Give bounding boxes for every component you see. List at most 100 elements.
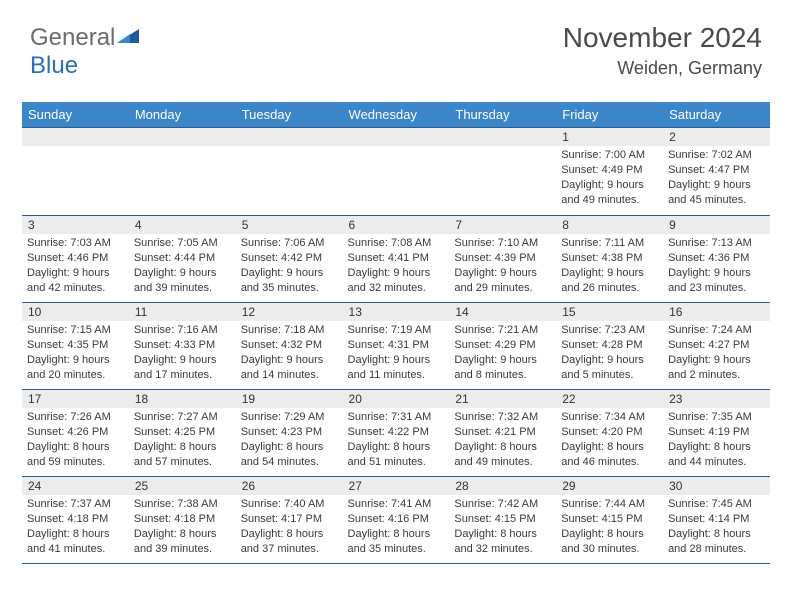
sunset-text: Sunset: 4:20 PM [561,425,658,440]
day-number: 8 [556,216,663,234]
sunset-text: Sunset: 4:29 PM [454,338,551,353]
daylight-text: Daylight: 9 hours and 11 minutes. [348,353,445,383]
calendar-row: 24Sunrise: 7:37 AMSunset: 4:18 PMDayligh… [22,477,770,564]
daylight-text: Daylight: 8 hours and 51 minutes. [348,440,445,470]
day-info: Sunrise: 7:11 AMSunset: 4:38 PMDaylight:… [556,234,663,298]
sunset-text: Sunset: 4:38 PM [561,251,658,266]
day-number: 7 [449,216,556,234]
day-number: 14 [449,303,556,321]
day-info: Sunrise: 7:23 AMSunset: 4:28 PMDaylight:… [556,321,663,385]
day-number: 22 [556,390,663,408]
daylight-text: Daylight: 9 hours and 39 minutes. [134,266,231,296]
sunset-text: Sunset: 4:44 PM [134,251,231,266]
daylight-text: Daylight: 9 hours and 45 minutes. [668,178,765,208]
sunset-text: Sunset: 4:18 PM [27,512,124,527]
day-info: Sunrise: 7:32 AMSunset: 4:21 PMDaylight:… [449,408,556,472]
sunrise-text: Sunrise: 7:24 AM [668,323,765,338]
day-header: Wednesday [343,102,450,128]
day-info: Sunrise: 7:03 AMSunset: 4:46 PMDaylight:… [22,234,129,298]
day-header: Monday [129,102,236,128]
calendar-cell: 10Sunrise: 7:15 AMSunset: 4:35 PMDayligh… [22,303,129,390]
daylight-text: Daylight: 8 hours and 41 minutes. [27,527,124,557]
calendar-cell: 14Sunrise: 7:21 AMSunset: 4:29 PMDayligh… [449,303,556,390]
sunset-text: Sunset: 4:17 PM [241,512,338,527]
day-number: 20 [343,390,450,408]
calendar-table: Sunday Monday Tuesday Wednesday Thursday… [22,102,770,564]
daylight-text: Daylight: 8 hours and 28 minutes. [668,527,765,557]
day-info: Sunrise: 7:38 AMSunset: 4:18 PMDaylight:… [129,495,236,559]
calendar-cell: 20Sunrise: 7:31 AMSunset: 4:22 PMDayligh… [343,390,450,477]
day-number: 3 [22,216,129,234]
calendar-cell: 8Sunrise: 7:11 AMSunset: 4:38 PMDaylight… [556,216,663,303]
header: November 2024 Weiden, Germany [563,22,762,79]
day-info: Sunrise: 7:44 AMSunset: 4:15 PMDaylight:… [556,495,663,559]
sunrise-text: Sunrise: 7:06 AM [241,236,338,251]
sunrise-text: Sunrise: 7:19 AM [348,323,445,338]
day-number [22,128,129,146]
day-number [236,128,343,146]
daylight-text: Daylight: 9 hours and 14 minutes. [241,353,338,383]
calendar-cell: 15Sunrise: 7:23 AMSunset: 4:28 PMDayligh… [556,303,663,390]
calendar-cell: 16Sunrise: 7:24 AMSunset: 4:27 PMDayligh… [663,303,770,390]
sunrise-text: Sunrise: 7:34 AM [561,410,658,425]
sunset-text: Sunset: 4:42 PM [241,251,338,266]
daylight-text: Daylight: 9 hours and 26 minutes. [561,266,658,296]
day-info: Sunrise: 7:19 AMSunset: 4:31 PMDaylight:… [343,321,450,385]
day-info: Sunrise: 7:06 AMSunset: 4:42 PMDaylight:… [236,234,343,298]
calendar-cell: 12Sunrise: 7:18 AMSunset: 4:32 PMDayligh… [236,303,343,390]
calendar-cell: 11Sunrise: 7:16 AMSunset: 4:33 PMDayligh… [129,303,236,390]
day-number: 29 [556,477,663,495]
daylight-text: Daylight: 9 hours and 2 minutes. [668,353,765,383]
calendar-cell: 19Sunrise: 7:29 AMSunset: 4:23 PMDayligh… [236,390,343,477]
day-number: 11 [129,303,236,321]
daylight-text: Daylight: 9 hours and 42 minutes. [27,266,124,296]
day-info: Sunrise: 7:26 AMSunset: 4:26 PMDaylight:… [22,408,129,472]
day-number: 1 [556,128,663,146]
sunrise-text: Sunrise: 7:03 AM [27,236,124,251]
day-number: 21 [449,390,556,408]
day-number: 16 [663,303,770,321]
day-number: 23 [663,390,770,408]
sunset-text: Sunset: 4:16 PM [348,512,445,527]
daylight-text: Daylight: 9 hours and 29 minutes. [454,266,551,296]
day-info: Sunrise: 7:15 AMSunset: 4:35 PMDaylight:… [22,321,129,385]
sunset-text: Sunset: 4:33 PM [134,338,231,353]
daylight-text: Daylight: 9 hours and 35 minutes. [241,266,338,296]
day-info: Sunrise: 7:16 AMSunset: 4:33 PMDaylight:… [129,321,236,385]
calendar-cell: 26Sunrise: 7:40 AMSunset: 4:17 PMDayligh… [236,477,343,564]
calendar-cell: 13Sunrise: 7:19 AMSunset: 4:31 PMDayligh… [343,303,450,390]
sunset-text: Sunset: 4:31 PM [348,338,445,353]
logo: General Blue [30,24,139,80]
day-number [129,128,236,146]
calendar-cell [449,128,556,216]
day-header: Tuesday [236,102,343,128]
sunrise-text: Sunrise: 7:02 AM [668,148,765,163]
logo-part1: General [30,24,115,51]
day-info: Sunrise: 7:18 AMSunset: 4:32 PMDaylight:… [236,321,343,385]
sunrise-text: Sunrise: 7:41 AM [348,497,445,512]
day-number: 2 [663,128,770,146]
calendar-cell: 3Sunrise: 7:03 AMSunset: 4:46 PMDaylight… [22,216,129,303]
location: Weiden, Germany [563,58,762,79]
day-info: Sunrise: 7:29 AMSunset: 4:23 PMDaylight:… [236,408,343,472]
sunrise-text: Sunrise: 7:42 AM [454,497,551,512]
daylight-text: Daylight: 8 hours and 30 minutes. [561,527,658,557]
day-number: 30 [663,477,770,495]
month-title: November 2024 [563,22,762,54]
day-number: 13 [343,303,450,321]
day-info: Sunrise: 7:34 AMSunset: 4:20 PMDaylight:… [556,408,663,472]
day-info: Sunrise: 7:31 AMSunset: 4:22 PMDaylight:… [343,408,450,472]
calendar-cell: 1Sunrise: 7:00 AMSunset: 4:49 PMDaylight… [556,128,663,216]
day-header-row: Sunday Monday Tuesday Wednesday Thursday… [22,102,770,128]
day-number: 5 [236,216,343,234]
calendar-cell: 27Sunrise: 7:41 AMSunset: 4:16 PMDayligh… [343,477,450,564]
calendar-cell [129,128,236,216]
logo-triangle-icon [117,26,139,49]
day-info: Sunrise: 7:37 AMSunset: 4:18 PMDaylight:… [22,495,129,559]
calendar-cell: 7Sunrise: 7:10 AMSunset: 4:39 PMDaylight… [449,216,556,303]
sunrise-text: Sunrise: 7:31 AM [348,410,445,425]
calendar-cell: 21Sunrise: 7:32 AMSunset: 4:21 PMDayligh… [449,390,556,477]
daylight-text: Daylight: 9 hours and 32 minutes. [348,266,445,296]
daylight-text: Daylight: 9 hours and 5 minutes. [561,353,658,383]
day-info: Sunrise: 7:02 AMSunset: 4:47 PMDaylight:… [663,146,770,210]
